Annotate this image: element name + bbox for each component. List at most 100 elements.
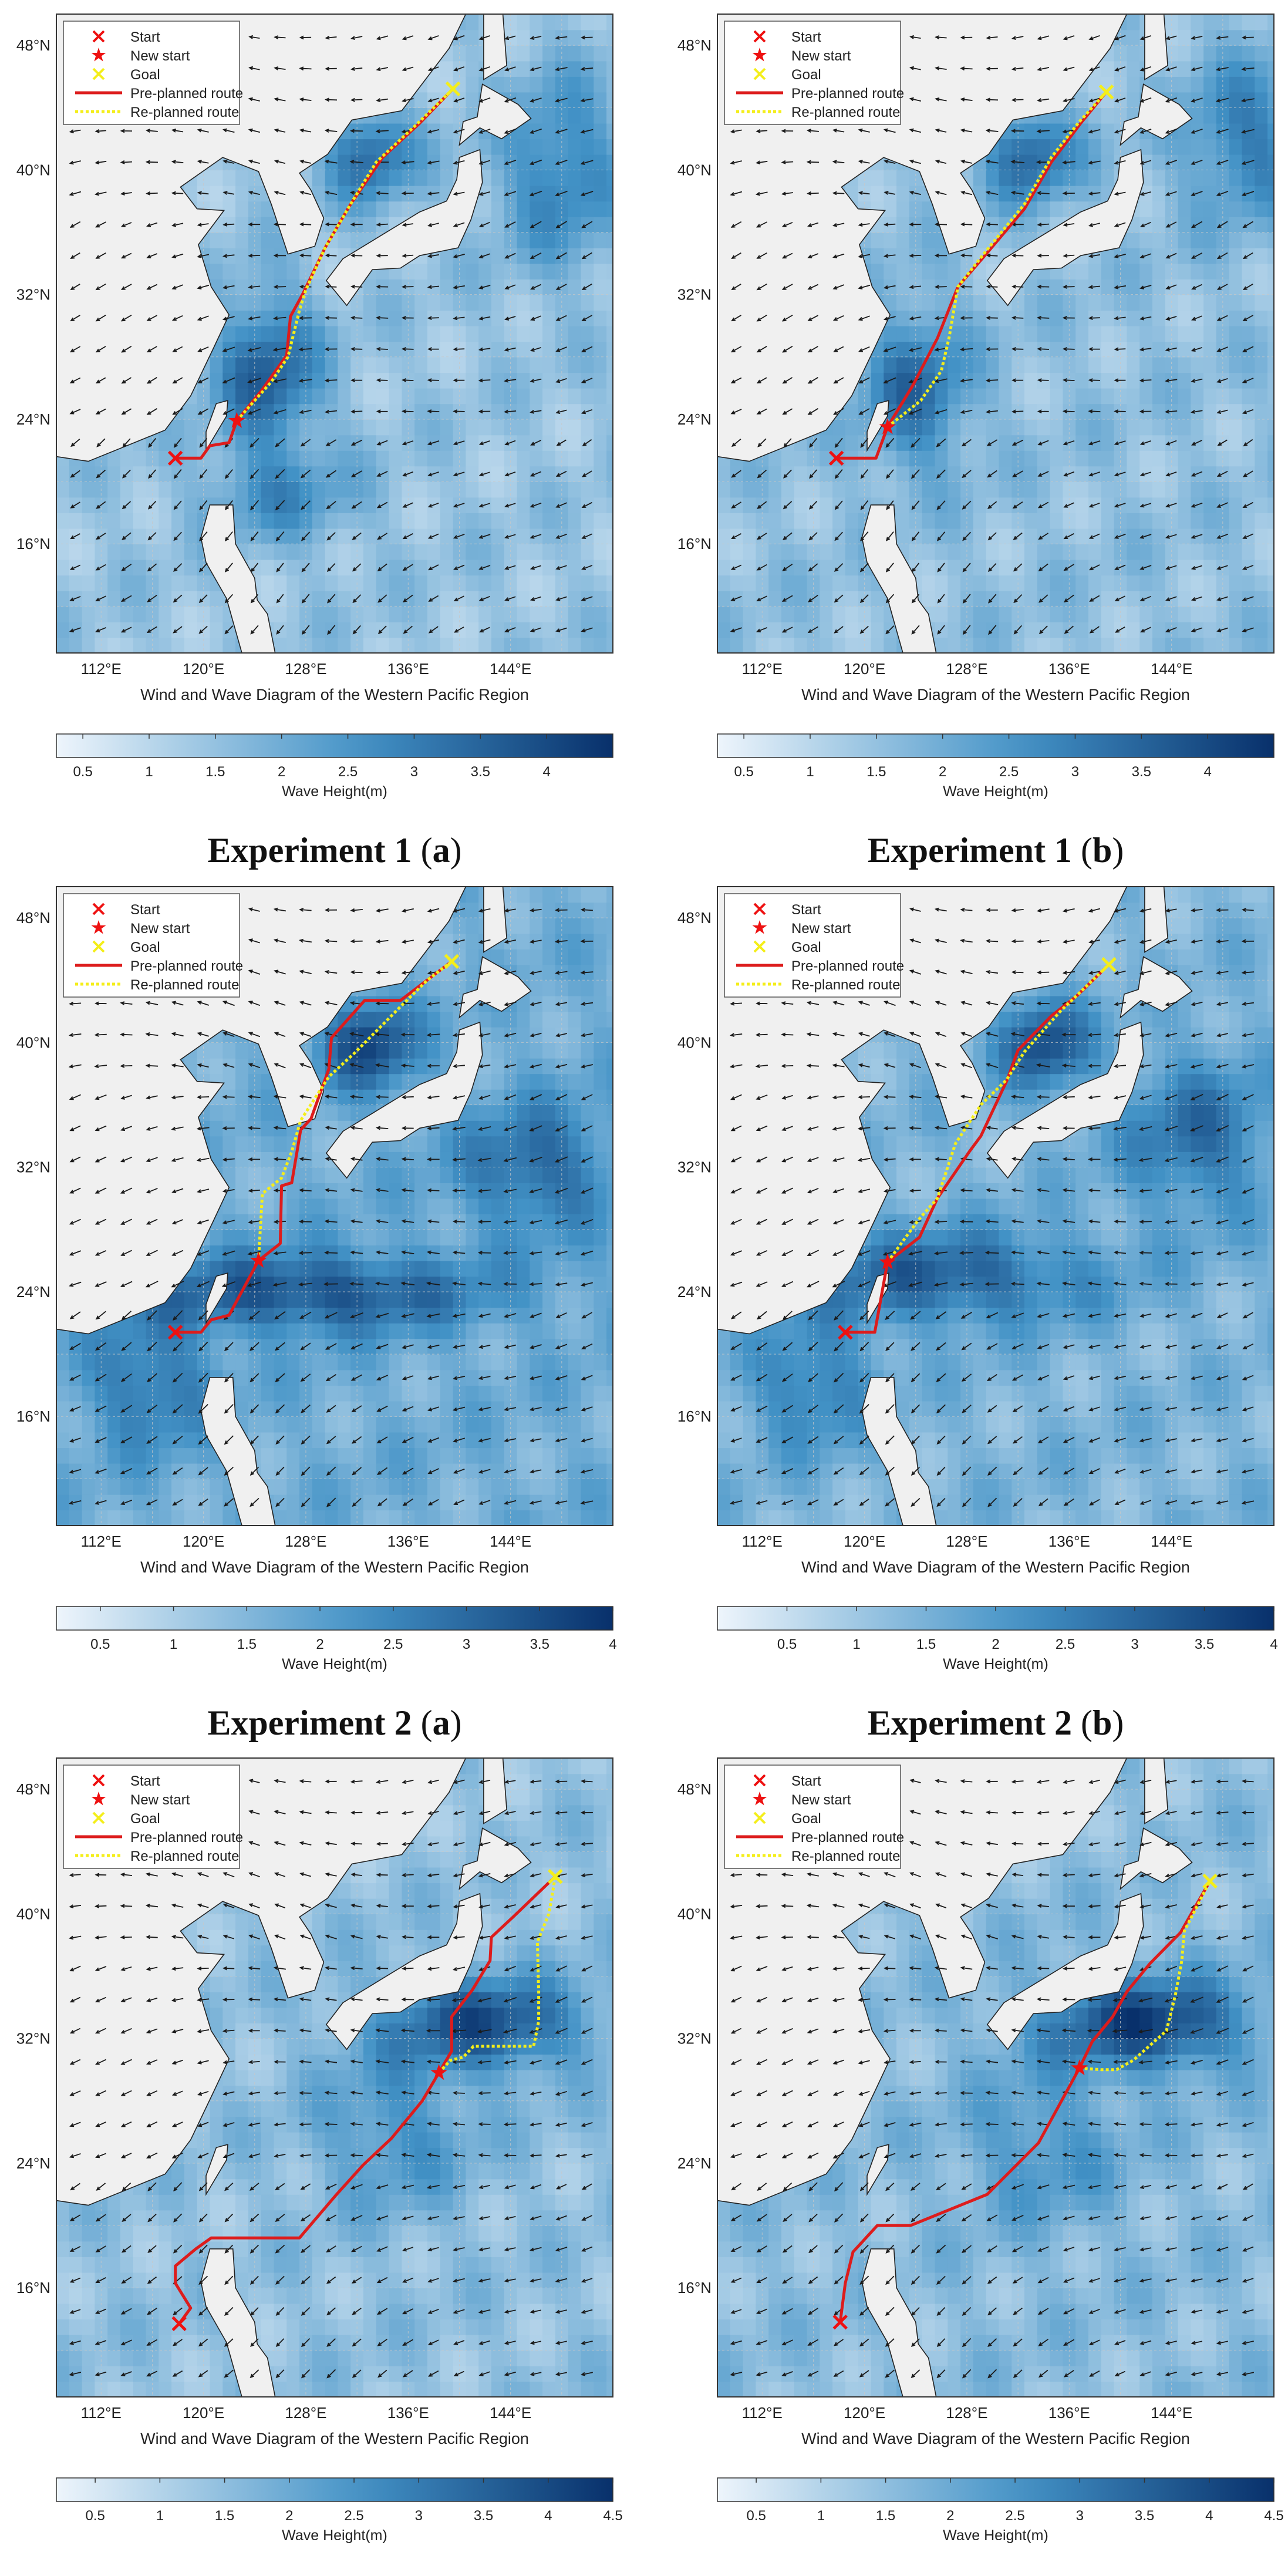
wind-arrow (427, 160, 440, 165)
wave-height-cell (312, 497, 326, 513)
wave-height-cell (542, 544, 556, 560)
wind-arrow (350, 378, 363, 383)
wave-height-cell (568, 637, 582, 653)
wind-arrow (273, 253, 286, 258)
wave-height-cell (1255, 528, 1268, 544)
wind-arrow (377, 563, 387, 571)
wave-height-cell (909, 170, 923, 186)
wave-height-cell (1152, 201, 1166, 217)
wind-arrow (1114, 316, 1126, 321)
wind-arrow (222, 316, 235, 321)
wave-height-cell (1178, 310, 1192, 326)
wind-arrow (299, 409, 312, 414)
wave-height-cell (478, 201, 492, 217)
wave-height-cell (517, 279, 531, 295)
wave-height-cell (845, 403, 859, 420)
wave-height-cell (973, 435, 987, 451)
wind-arrow (299, 159, 311, 164)
wave-height-cell (555, 419, 569, 436)
wave-height-cell (1127, 544, 1140, 560)
wind-arrow (884, 223, 896, 227)
wind-arrow (832, 253, 845, 258)
wind-arrow (935, 190, 947, 196)
wind-arrow (95, 533, 106, 540)
wave-height-cell (466, 621, 479, 638)
wave-height-cell (1114, 419, 1128, 436)
wave-height-cell (542, 356, 556, 373)
wind-arrow (222, 377, 235, 383)
wave-height-cell (1127, 14, 1140, 31)
wave-height-cell (1242, 388, 1256, 405)
wave-height-cell (133, 528, 147, 544)
wave-height-cell (530, 263, 543, 280)
wave-height-cell (286, 637, 300, 653)
wave-height-cell (922, 201, 936, 217)
wave-height-cell (1024, 123, 1038, 140)
wind-arrow (146, 408, 157, 415)
wave-height-cell (973, 575, 987, 591)
wind-arrow (935, 66, 947, 70)
wave-height-cell (1229, 372, 1243, 389)
wave-height-cell (414, 170, 428, 186)
lon-tick-label: 144°E (1151, 660, 1192, 678)
wind-arrow (860, 531, 869, 541)
wave-height-cell (478, 419, 492, 436)
wind-arrow (988, 594, 997, 604)
wave-height-cell (568, 590, 582, 607)
wave-height-cell (427, 637, 441, 653)
wave-height-cell (1191, 45, 1204, 62)
wind-arrow (960, 35, 973, 40)
wind-arrow (224, 594, 233, 604)
wind-arrow (70, 252, 80, 259)
wave-height-cell (594, 45, 607, 62)
wind-arrow (807, 346, 818, 353)
wave-height-cell (606, 621, 613, 638)
wave-height-cell (1152, 263, 1166, 280)
wave-height-cell (594, 637, 607, 653)
wave-height-cell (235, 232, 249, 248)
legend-label-goal: Goal (791, 67, 821, 83)
wave-height-cell (363, 528, 377, 544)
wind-arrow (427, 254, 439, 258)
wave-height-cell (999, 139, 1012, 155)
wind-arrow (453, 66, 465, 72)
wave-height-cell (299, 356, 313, 373)
wave-height-cell (1101, 248, 1115, 264)
wave-height-cell (594, 621, 607, 638)
wave-height-cell (1075, 294, 1089, 311)
wave-height-cell (133, 1447, 147, 1464)
wave-height-cell (1165, 263, 1179, 280)
wave-height-cell (999, 466, 1012, 482)
pre-planned-route (175, 87, 454, 460)
wave-height-cell (1191, 139, 1204, 155)
wave-height-cell (581, 294, 595, 311)
wave-height-cell (222, 356, 236, 373)
wave-height-cell (1127, 279, 1140, 295)
wave-height-cell (299, 450, 313, 467)
wave-height-cell (884, 450, 897, 467)
wave-height-cell (1178, 575, 1192, 591)
wave-height-cell (120, 1479, 134, 1495)
wave-height-cell (1024, 450, 1038, 467)
wave-height-cell (1229, 107, 1243, 124)
wind-arrow (247, 347, 261, 352)
wave-height-cell (845, 575, 859, 591)
wave-height-cell (1255, 248, 1268, 264)
wind-arrow (376, 470, 388, 477)
wave-height-cell (56, 544, 70, 560)
wind-arrow (173, 594, 183, 603)
wave-height-cell (466, 590, 479, 607)
wind-arrow (376, 440, 388, 446)
wind-arrow (324, 129, 338, 133)
wind-arrow (1114, 595, 1125, 601)
wave-height-cell (325, 606, 339, 622)
wave-height-cell (1011, 170, 1025, 186)
wind-arrow (272, 348, 287, 352)
wave-height-cell (1152, 170, 1166, 186)
wind-arrow (529, 159, 542, 166)
wave-height-cell (120, 1447, 134, 1464)
wind-arrow (911, 437, 921, 448)
wind-arrow (248, 66, 260, 70)
wind-arrow (402, 594, 413, 602)
wave-height-cell (845, 590, 859, 607)
